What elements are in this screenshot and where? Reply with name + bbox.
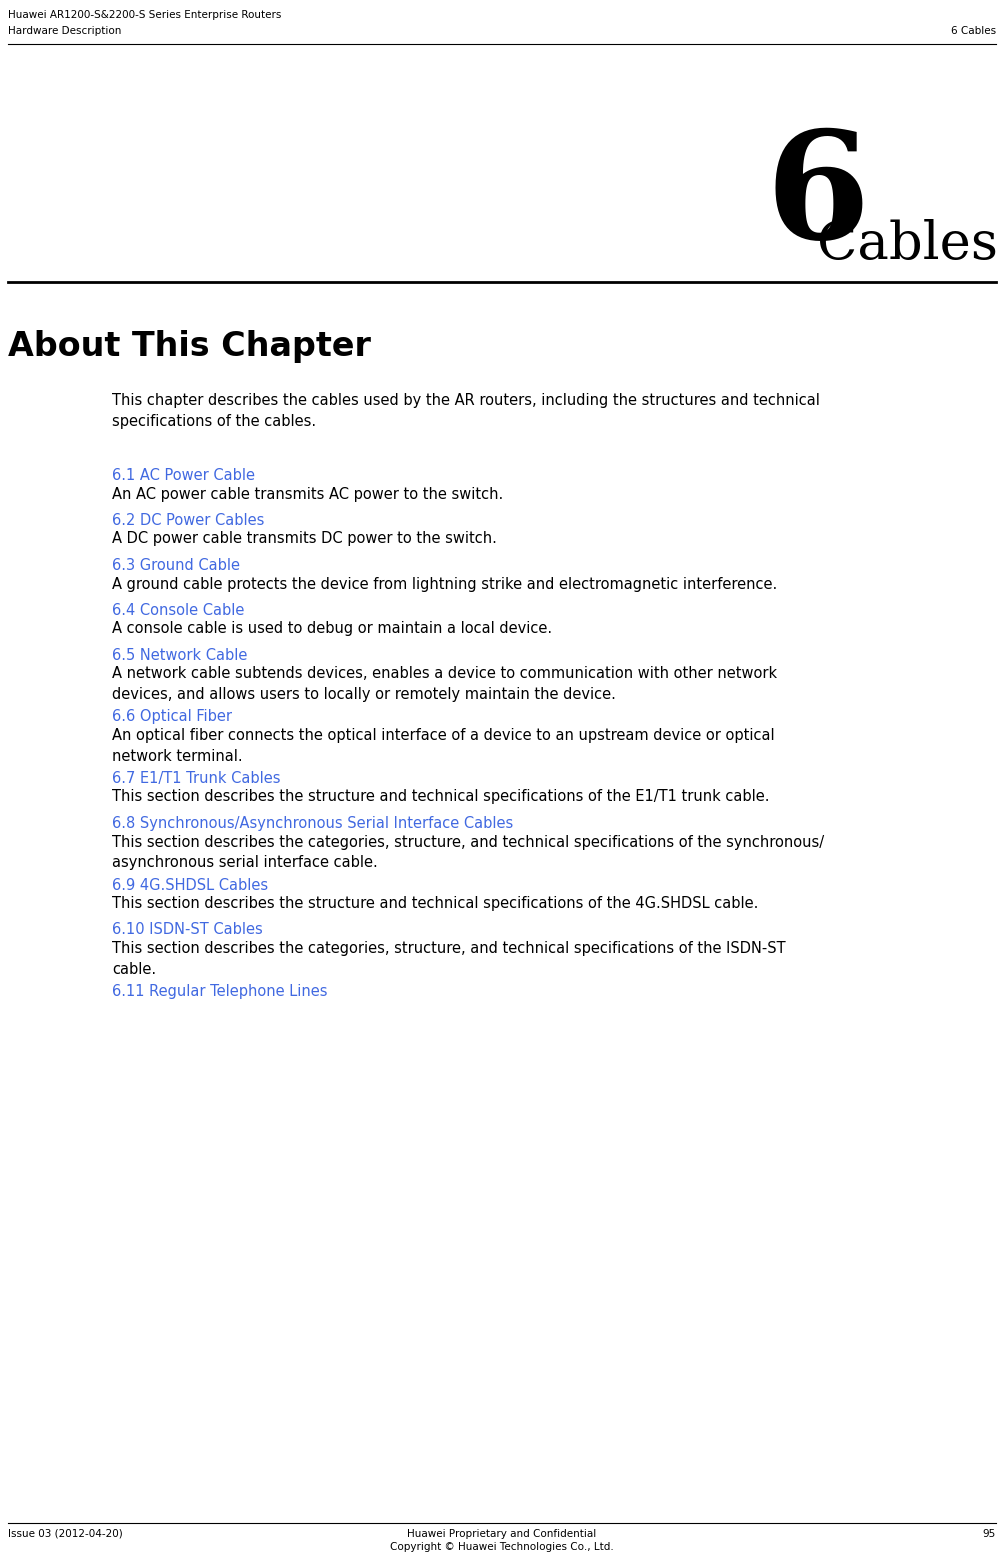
- Text: 6.1 AC Power Cable: 6.1 AC Power Cable: [112, 469, 255, 483]
- Text: About This Chapter: About This Chapter: [8, 331, 370, 364]
- Text: Cables: Cables: [816, 219, 997, 270]
- Text: A ground cable protects the device from lightning strike and electromagnetic int: A ground cable protects the device from …: [112, 577, 776, 591]
- Text: This section describes the categories, structure, and technical specifications o: This section describes the categories, s…: [112, 835, 823, 871]
- Text: 6.9 4G.SHDSL Cables: 6.9 4G.SHDSL Cables: [112, 878, 268, 893]
- Text: 6.11 Regular Telephone Lines: 6.11 Regular Telephone Lines: [112, 984, 327, 1000]
- Text: A DC power cable transmits DC power to the switch.: A DC power cable transmits DC power to t…: [112, 531, 496, 547]
- Text: 6.5 Network Cable: 6.5 Network Cable: [112, 649, 247, 663]
- Text: 6: 6: [765, 125, 870, 270]
- Text: Copyright © Huawei Technologies Co., Ltd.: Copyright © Huawei Technologies Co., Ltd…: [390, 1542, 613, 1551]
- Text: This section describes the structure and technical specifications of the E1/T1 t: This section describes the structure and…: [112, 790, 768, 804]
- Text: Issue 03 (2012-04-20): Issue 03 (2012-04-20): [8, 1529, 122, 1539]
- Text: This chapter describes the cables used by the AR routers, including the structur: This chapter describes the cables used b…: [112, 393, 819, 429]
- Text: 6.2 DC Power Cables: 6.2 DC Power Cables: [112, 512, 264, 528]
- Text: Huawei AR1200-S&2200-S Series Enterprise Routers: Huawei AR1200-S&2200-S Series Enterprise…: [8, 9, 281, 20]
- Text: 6.3 Ground Cable: 6.3 Ground Cable: [112, 558, 240, 574]
- Text: 6.8 Synchronous/Asynchronous Serial Interface Cables: 6.8 Synchronous/Asynchronous Serial Inte…: [112, 816, 513, 831]
- Text: An AC power cable transmits AC power to the switch.: An AC power cable transmits AC power to …: [112, 486, 503, 501]
- Text: A network cable subtends devices, enables a device to communication with other n: A network cable subtends devices, enable…: [112, 666, 776, 702]
- Text: 95: 95: [982, 1529, 995, 1539]
- Text: 6.4 Console Cable: 6.4 Console Cable: [112, 603, 244, 617]
- Text: A console cable is used to debug or maintain a local device.: A console cable is used to debug or main…: [112, 622, 552, 636]
- Text: 6 Cables: 6 Cables: [950, 27, 995, 36]
- Text: Hardware Description: Hardware Description: [8, 27, 121, 36]
- Text: This section describes the structure and technical specifications of the 4G.SHDS: This section describes the structure and…: [112, 896, 757, 910]
- Text: This section describes the categories, structure, and technical specifications o: This section describes the categories, s…: [112, 942, 784, 976]
- Text: 6.10 ISDN-ST Cables: 6.10 ISDN-ST Cables: [112, 923, 263, 937]
- Text: Huawei Proprietary and Confidential: Huawei Proprietary and Confidential: [407, 1529, 596, 1539]
- Text: 6.7 E1/T1 Trunk Cables: 6.7 E1/T1 Trunk Cables: [112, 771, 280, 787]
- Text: An optical fiber connects the optical interface of a device to an upstream devic: An optical fiber connects the optical in…: [112, 729, 774, 765]
- Text: 6.6 Optical Fiber: 6.6 Optical Fiber: [112, 710, 232, 724]
